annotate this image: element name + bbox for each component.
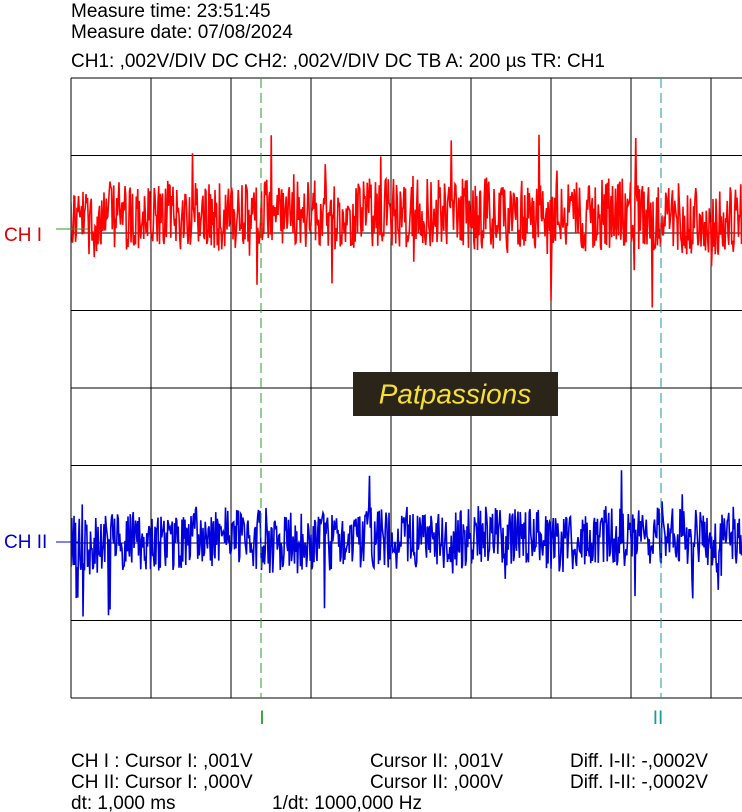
readout: CH II: Cursor I: ,000V [71,772,253,793]
ch1-waveform [71,134,742,308]
readout: dt: 1,000 ms [71,793,176,812]
ch1-label: CH I [4,225,42,246]
readout: CH I : Cursor I: ,001V [71,751,253,772]
header-bg [71,0,742,76]
readout: Cursor II: ,000V [370,772,503,793]
measure-time: Measure time: 23:51:45 [71,1,271,22]
ch2-label: CH II [4,532,47,553]
readout: Diff. I-II: -,0002V [570,772,708,793]
cursor-2-label: II [653,708,664,729]
cursor-1-label: I [259,708,264,729]
readouts: CH I : Cursor I: ,001V Cursor II: ,001V Di… [71,751,708,812]
readout: 1/dt: 1000,000 Hz [272,793,422,812]
measure-date: Measure date: 07/08/2024 [71,22,293,43]
ch2-waveform [71,470,742,617]
readout: Cursor II: ,001V [370,751,503,772]
logo-text: Patpassions [379,378,532,409]
readout: Diff. I-II: -,0002V [570,751,708,772]
logo-box [353,372,558,416]
settings-line: CH1: ,002V/DIV DC CH2: ,002V/DIV DC TB A… [71,51,605,72]
